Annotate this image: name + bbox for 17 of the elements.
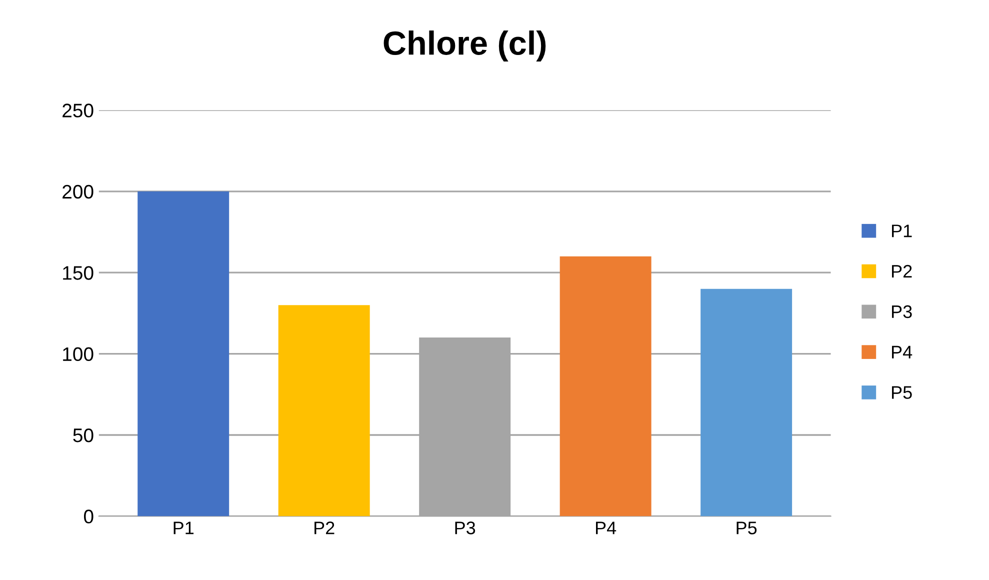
- legend-label: P5: [892, 386, 912, 399]
- y-tick-label: 150: [63, 266, 94, 280]
- x-tick-label: P4: [596, 522, 616, 534]
- x-tick-label: P3: [455, 522, 476, 534]
- y-tick-label: 100: [63, 347, 94, 362]
- y-tick-label: 50: [73, 428, 94, 442]
- x-tick-label: P1: [174, 522, 194, 534]
- y-tick-label: 0: [84, 510, 94, 524]
- y-tick-label: 250: [62, 104, 94, 118]
- x-tick-label: P5: [736, 522, 757, 534]
- chart-title: Chlore (cl): [384, 30, 546, 62]
- y-tick-label: 200: [62, 184, 94, 199]
- legend-label: P1: [892, 224, 912, 238]
- legend-label: P3: [892, 305, 912, 318]
- legend-label: P4: [892, 346, 912, 358]
- legend-label: P2: [892, 264, 912, 278]
- x-tick-label: P2: [314, 522, 334, 534]
